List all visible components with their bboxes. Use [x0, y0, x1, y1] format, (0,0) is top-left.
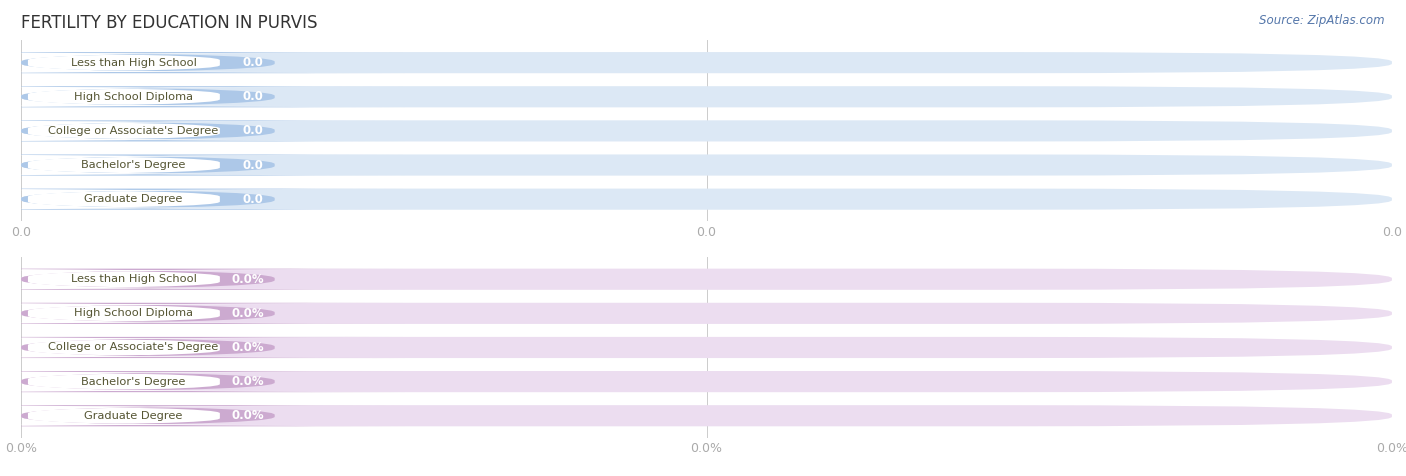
Text: High School Diploma: High School Diploma: [75, 92, 193, 102]
FancyBboxPatch shape: [0, 337, 405, 358]
Text: 0.0%: 0.0%: [231, 273, 264, 286]
FancyBboxPatch shape: [0, 86, 405, 108]
FancyBboxPatch shape: [0, 338, 297, 357]
Text: 0.0%: 0.0%: [231, 409, 264, 422]
FancyBboxPatch shape: [0, 405, 405, 426]
Text: 0.0: 0.0: [243, 56, 264, 69]
FancyBboxPatch shape: [0, 190, 297, 208]
Text: High School Diploma: High School Diploma: [75, 308, 193, 318]
FancyBboxPatch shape: [21, 188, 1392, 210]
Text: Source: ZipAtlas.com: Source: ZipAtlas.com: [1260, 14, 1385, 27]
Text: Graduate Degree: Graduate Degree: [84, 194, 183, 204]
FancyBboxPatch shape: [0, 154, 405, 176]
Text: Less than High School: Less than High School: [70, 274, 197, 284]
FancyBboxPatch shape: [0, 303, 405, 324]
FancyBboxPatch shape: [0, 372, 297, 391]
FancyBboxPatch shape: [0, 371, 405, 392]
Text: Bachelor's Degree: Bachelor's Degree: [82, 160, 186, 170]
Text: 0.0: 0.0: [243, 90, 264, 103]
FancyBboxPatch shape: [21, 52, 1392, 73]
Text: Less than High School: Less than High School: [70, 58, 197, 68]
FancyBboxPatch shape: [0, 122, 297, 140]
FancyBboxPatch shape: [0, 304, 297, 323]
Text: 0.0%: 0.0%: [231, 307, 264, 320]
FancyBboxPatch shape: [0, 88, 297, 106]
FancyBboxPatch shape: [0, 188, 405, 210]
FancyBboxPatch shape: [21, 268, 1392, 290]
FancyBboxPatch shape: [21, 86, 1392, 108]
FancyBboxPatch shape: [0, 52, 405, 73]
FancyBboxPatch shape: [0, 120, 405, 141]
Text: 0.0: 0.0: [243, 124, 264, 138]
FancyBboxPatch shape: [21, 371, 1392, 392]
Text: Graduate Degree: Graduate Degree: [84, 411, 183, 421]
FancyBboxPatch shape: [0, 268, 405, 290]
FancyBboxPatch shape: [0, 53, 297, 72]
FancyBboxPatch shape: [21, 120, 1392, 141]
Text: FERTILITY BY EDUCATION IN PURVIS: FERTILITY BY EDUCATION IN PURVIS: [21, 14, 318, 32]
FancyBboxPatch shape: [21, 405, 1392, 426]
FancyBboxPatch shape: [0, 407, 297, 425]
FancyBboxPatch shape: [0, 270, 297, 288]
Text: Bachelor's Degree: Bachelor's Degree: [82, 377, 186, 387]
FancyBboxPatch shape: [21, 303, 1392, 324]
Text: 0.0%: 0.0%: [231, 341, 264, 354]
FancyBboxPatch shape: [0, 156, 297, 174]
Text: 0.0: 0.0: [243, 193, 264, 206]
Text: College or Associate's Degree: College or Associate's Degree: [48, 342, 218, 353]
Text: 0.0%: 0.0%: [231, 375, 264, 388]
FancyBboxPatch shape: [21, 154, 1392, 176]
Text: College or Associate's Degree: College or Associate's Degree: [48, 126, 218, 136]
Text: 0.0: 0.0: [243, 159, 264, 171]
FancyBboxPatch shape: [21, 337, 1392, 358]
